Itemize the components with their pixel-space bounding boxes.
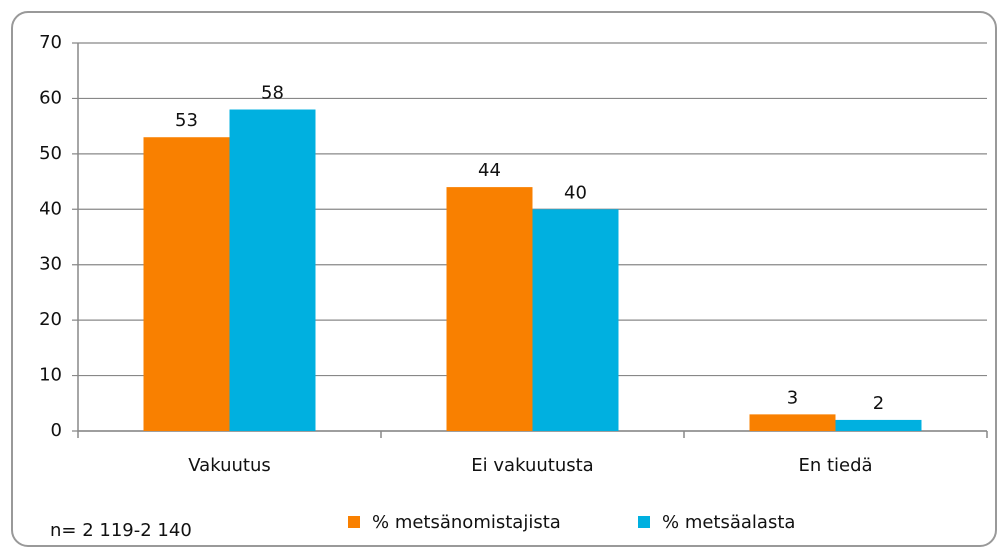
y-tick-label: 0	[51, 420, 62, 441]
bar	[532, 209, 619, 431]
annotation: n= 2 119-2 140	[50, 520, 192, 541]
y-tick-label: 60	[39, 87, 62, 108]
y-tick-label: 20	[39, 309, 62, 330]
legend-label: % metsäalasta	[662, 512, 795, 533]
y-tick-label: 50	[39, 143, 62, 164]
y-tick-label: 30	[39, 254, 62, 275]
legend-swatch	[638, 516, 650, 528]
x-tick-label: Ei vakuutusta	[471, 455, 593, 476]
legend-label: % metsänomistajista	[372, 512, 561, 533]
y-tick-label: 40	[39, 198, 62, 219]
data-label: 3	[787, 387, 798, 408]
bar	[143, 137, 230, 431]
bar	[749, 414, 836, 431]
data-label: 40	[564, 182, 587, 203]
data-label: 2	[873, 393, 884, 414]
data-label: 58	[261, 83, 284, 104]
bar	[446, 187, 533, 431]
data-label: 53	[175, 110, 198, 131]
data-label: 44	[478, 160, 501, 181]
bar	[229, 109, 316, 431]
y-tick-label: 70	[39, 32, 62, 53]
legend-swatch	[348, 516, 360, 528]
x-tick-label: En tiedä	[798, 455, 872, 476]
x-tick-label: Vakuutus	[188, 455, 270, 476]
bar	[835, 419, 922, 431]
y-tick-label: 10	[39, 365, 62, 386]
